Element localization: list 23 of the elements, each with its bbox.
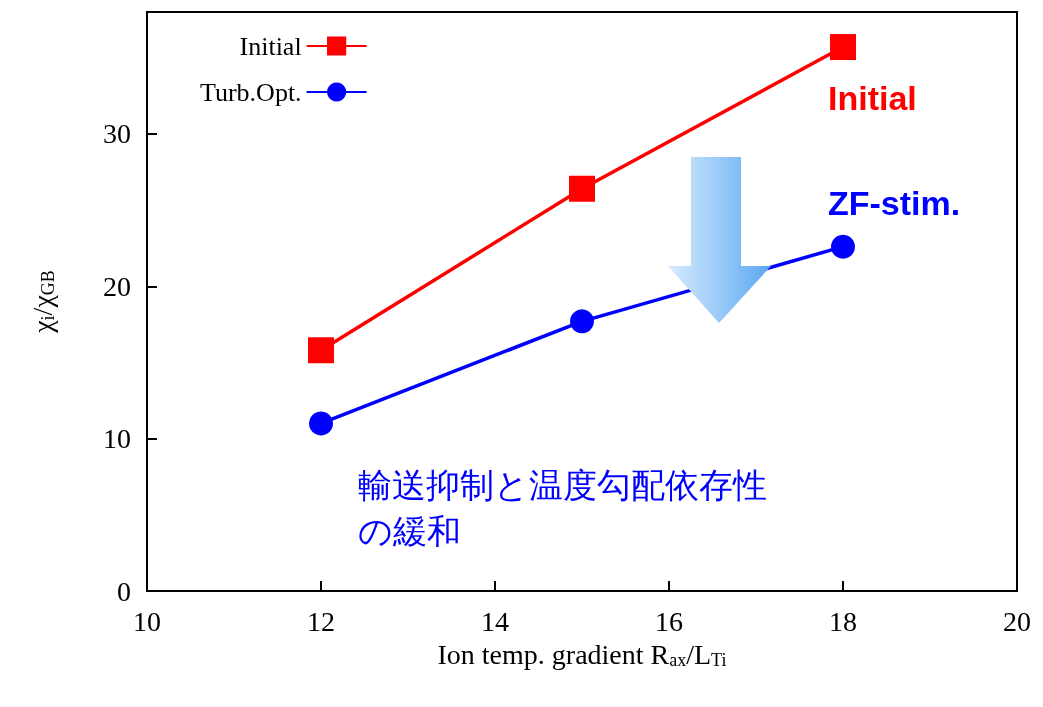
- point: [830, 34, 856, 61]
- x-tick-label: 16: [655, 605, 683, 637]
- y-tick-label: 30: [103, 118, 131, 150]
- point: [569, 175, 595, 202]
- annotation: Initial: [828, 78, 917, 117]
- point: [308, 337, 334, 364]
- point: [831, 234, 855, 259]
- x-tick-label: 14: [481, 605, 509, 637]
- legend-label: Turb.Opt.: [199, 77, 302, 107]
- annotation: ZF-stim.: [828, 183, 961, 222]
- point: [570, 309, 594, 334]
- x-tick-label: 18: [829, 605, 857, 637]
- y-tick-label: 10: [103, 423, 131, 455]
- annotation: 輸送抑制と温度勾配依存性の緩和: [358, 465, 767, 550]
- legend-label: Initial: [239, 31, 302, 61]
- x-tick-label: 12: [307, 605, 335, 637]
- y-tick-label: 20: [103, 270, 131, 302]
- y-axis-title: χi/χGB: [26, 270, 58, 334]
- x-axis-title: Ion temp. gradient Rax/LTi: [437, 638, 727, 670]
- x-tick-label: 10: [133, 605, 161, 637]
- point: [309, 411, 333, 436]
- y-tick-label: 0: [117, 575, 131, 607]
- x-tick-label: 20: [1003, 605, 1031, 637]
